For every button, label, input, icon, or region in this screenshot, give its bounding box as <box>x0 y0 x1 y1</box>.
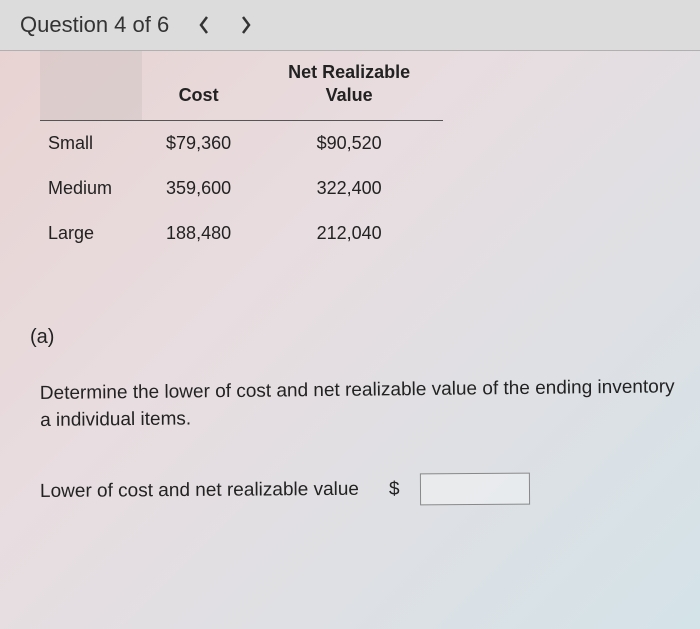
chevron-left-icon <box>197 15 211 35</box>
question-instruction: Determine the lower of cost and net real… <box>40 374 691 434</box>
table-row: Small $79,360 $90,520 <box>40 121 443 167</box>
row-label: Medium <box>40 166 142 211</box>
answer-row: Lower of cost and net realizable value $ <box>40 472 690 509</box>
table-row: Medium 359,600 322,400 <box>40 166 443 211</box>
prev-question-button[interactable] <box>197 15 211 35</box>
part-label: (a) <box>30 326 690 349</box>
row-cost: 359,600 <box>142 166 255 211</box>
question-header: Question 4 of 6 <box>0 0 700 51</box>
answer-label: Lower of cost and net realizable value <box>40 479 359 503</box>
currency-symbol: $ <box>389 479 400 501</box>
table-header-cost: Cost <box>142 51 255 121</box>
table-header-nrv: Net Realizable Value <box>255 51 443 121</box>
row-cost: $79,360 <box>142 121 255 167</box>
question-title: Question 4 of 6 <box>20 12 169 38</box>
cost-nrv-table: Cost Net Realizable Value Small $79,360 … <box>40 51 443 256</box>
nav-controls <box>197 15 253 35</box>
answer-input[interactable] <box>419 473 529 506</box>
row-nrv: 212,040 <box>255 211 443 256</box>
row-label: Large <box>40 211 142 256</box>
question-content: Cost Net Realizable Value Small $79,360 … <box>0 51 700 508</box>
table-row: Large 188,480 212,040 <box>40 211 443 256</box>
table-header-empty <box>40 51 142 121</box>
next-question-button[interactable] <box>239 15 253 35</box>
row-nrv: 322,400 <box>255 166 443 211</box>
row-cost: 188,480 <box>142 211 255 256</box>
row-nrv: $90,520 <box>255 121 443 167</box>
row-label: Small <box>40 121 142 167</box>
chevron-right-icon <box>239 15 253 35</box>
